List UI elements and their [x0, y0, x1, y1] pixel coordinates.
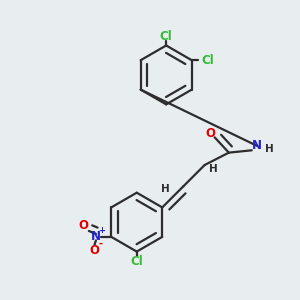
- Text: -: -: [99, 239, 103, 249]
- Text: H: H: [265, 144, 274, 154]
- Text: O: O: [89, 244, 100, 256]
- Text: H: H: [208, 164, 217, 173]
- Text: +: +: [98, 226, 105, 236]
- Text: Cl: Cl: [160, 29, 172, 43]
- Text: Cl: Cl: [130, 254, 143, 268]
- Text: O: O: [79, 219, 88, 232]
- Text: O: O: [206, 127, 215, 140]
- Text: N: N: [91, 230, 101, 243]
- Text: N: N: [252, 140, 262, 152]
- Text: H: H: [161, 184, 170, 194]
- Text: Cl: Cl: [201, 54, 214, 67]
